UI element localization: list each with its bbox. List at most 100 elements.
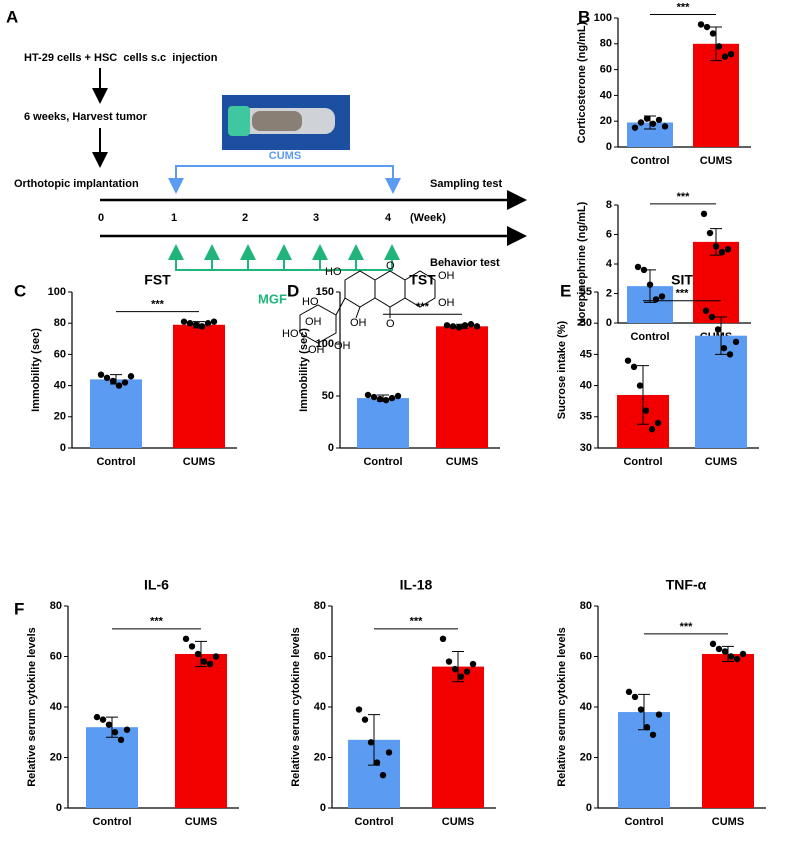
bar — [173, 324, 225, 448]
y-tick-label: 35 — [580, 411, 592, 423]
data-point — [661, 123, 669, 130]
data-point — [180, 318, 188, 325]
data-point — [439, 635, 447, 643]
atom: OH — [438, 270, 455, 282]
x-tick-label: CUMS — [446, 456, 478, 468]
data-point — [637, 119, 645, 126]
x-tick-label: CUMS — [183, 456, 215, 468]
error-bar — [106, 716, 118, 738]
atom: HO — [282, 328, 299, 340]
x-tick-label: Control — [630, 155, 669, 167]
y-tick-label: 20 — [580, 751, 592, 763]
x-tick-label: CUMS — [712, 816, 744, 828]
data-point — [630, 363, 638, 371]
data-point — [115, 382, 123, 389]
y-tick-label: 40 — [314, 701, 326, 713]
x-tick-label: CUMS — [705, 456, 737, 468]
y-tick-label: 0 — [320, 802, 326, 814]
data-point — [715, 645, 723, 653]
week-label: 1 — [171, 212, 177, 224]
y-tick-label: 20 — [50, 751, 62, 763]
data-point — [655, 711, 663, 718]
y-tick-label: 100 — [594, 12, 612, 24]
data-point — [457, 673, 465, 680]
data-point — [654, 419, 662, 427]
atom: OH — [305, 316, 322, 328]
bar — [432, 666, 484, 808]
data-point — [111, 729, 119, 736]
data-point — [212, 653, 220, 660]
data-point — [649, 731, 657, 738]
week-label: 2 — [242, 212, 248, 224]
data-point — [394, 392, 402, 400]
y-tick-label: 45 — [580, 348, 592, 360]
data-point — [625, 688, 633, 696]
data-point — [712, 243, 720, 250]
error-bar — [637, 365, 649, 425]
y-tick-label: 150 — [316, 286, 334, 298]
y-tick-label: 0 — [328, 442, 334, 454]
significance: *** — [410, 616, 424, 628]
data-point — [385, 749, 393, 756]
data-point — [700, 210, 708, 218]
data-point — [642, 407, 650, 414]
week-label: 4 — [385, 212, 392, 224]
data-point — [198, 323, 206, 330]
data-point — [355, 706, 363, 713]
data-point — [443, 322, 451, 329]
x-tick-label: CUMS — [185, 816, 217, 828]
data-point — [206, 660, 214, 668]
data-point — [469, 660, 477, 668]
data-point — [709, 640, 717, 648]
significance: *** — [680, 621, 694, 633]
atom: O — [386, 260, 395, 272]
data-point — [210, 318, 218, 325]
atom: O — [386, 318, 395, 330]
data-point — [718, 249, 726, 256]
data-point — [706, 229, 714, 237]
bar — [702, 653, 754, 808]
data-point — [739, 650, 747, 658]
y-tick-label: 0 — [586, 802, 592, 814]
y-axis-label: Relative serum cytokine levels — [556, 627, 568, 787]
y-tick-label: 100 — [316, 338, 334, 350]
data-point — [637, 706, 645, 713]
atom: OH — [308, 344, 325, 356]
panel-a: A HT-29 cells + HSC cells s.c injection … — [6, 7, 527, 356]
step: Orthotopic implantation — [14, 178, 139, 190]
data-point — [727, 653, 735, 660]
chart-title: TNF-α — [666, 577, 707, 593]
x-tick-label: Control — [363, 456, 402, 468]
data-point — [631, 693, 639, 701]
data-point — [376, 395, 384, 403]
data-point — [473, 323, 481, 330]
behavior-label: Behavior test — [430, 257, 500, 269]
significance: *** — [677, 191, 691, 203]
data-point — [652, 296, 660, 303]
data-point — [379, 771, 387, 779]
y-axis-label: Corticosterone (ng/mL) — [576, 21, 588, 143]
cums-label: CUMS — [269, 150, 301, 162]
data-point — [463, 668, 471, 675]
data-point — [361, 716, 369, 723]
significance: *** — [150, 616, 164, 628]
y-tick-label: 60 — [580, 650, 592, 662]
data-point — [724, 246, 732, 253]
data-point — [703, 23, 711, 31]
atom: HO — [325, 266, 342, 278]
data-point — [721, 648, 729, 655]
data-point — [127, 373, 135, 380]
x-tick-label: Control — [623, 456, 662, 468]
data-point — [720, 344, 728, 352]
atom: OH — [350, 317, 367, 329]
y-tick-label: 80 — [54, 317, 66, 329]
data-point — [188, 643, 196, 650]
data-point — [117, 736, 125, 744]
y-tick-label: 60 — [600, 64, 612, 76]
y-tick-label: 80 — [314, 600, 326, 612]
data-point — [643, 115, 651, 122]
y-axis-label: Norepinephrine (ng/mL) — [576, 201, 588, 326]
y-tick-label: 20 — [54, 411, 66, 423]
y-tick-label: 80 — [600, 38, 612, 50]
y-axis-label: Relative serum cytokine levels — [290, 627, 302, 787]
